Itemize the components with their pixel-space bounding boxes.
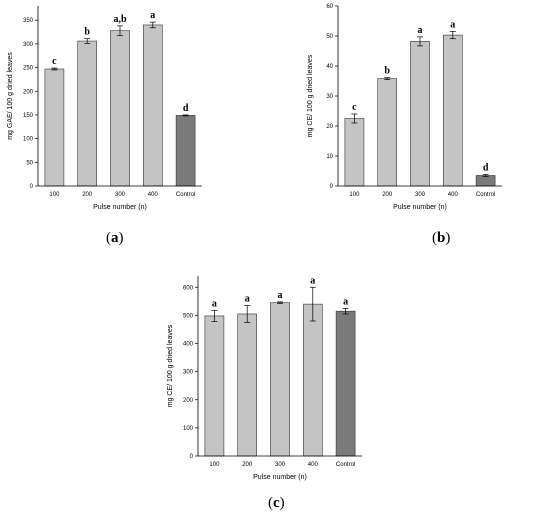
y-tick-label: 40	[326, 64, 333, 70]
caption-a: (a)	[106, 230, 124, 246]
chart-panel-c: a 100 a 200 a 300 a 400 a Control 0 100 200 300 400 500…	[160, 270, 400, 495]
caption-a-letter: a	[111, 230, 119, 246]
significance-label: b	[384, 66, 390, 77]
x-tick-label: 300	[415, 192, 426, 198]
significance-label: a	[212, 298, 217, 309]
chart-a-svg: c 100 b 200 a,b 300 a 400 d Control 0 50 100 150 200 25…	[7, 6, 202, 211]
y-tick-label: 400	[183, 342, 194, 348]
x-tick-label: Control	[336, 462, 355, 468]
x-axis-title: Pulse number (n)	[393, 204, 447, 211]
x-tick-label: Control	[176, 192, 195, 198]
bar-100	[344, 118, 365, 187]
caption-c: (c)	[268, 495, 285, 511]
y-tick-label: 0	[330, 184, 334, 190]
significance-label: a	[418, 25, 423, 36]
x-tick-label: 400	[308, 462, 319, 468]
bar-control	[175, 115, 196, 187]
significance-label: c	[52, 56, 57, 67]
x-axis-title: Pulse number (n)	[253, 474, 307, 481]
y-tick-label: 100	[183, 426, 194, 432]
y-axis-title: mg GAE/ 100 g dried leaves	[7, 52, 14, 140]
chart-panel-b: c 100 b 200 a 300 a 400 d Control 0 10 20 30 40 50 60 Pul…	[300, 0, 540, 225]
x-tick-label: 200	[82, 192, 93, 198]
significance-label: a	[343, 296, 348, 307]
y-tick-label: 50	[326, 34, 333, 40]
x-tick-label: 300	[115, 192, 126, 198]
x-tick-label: Control	[476, 192, 495, 198]
bar-100	[204, 315, 225, 457]
x-tick-label: 400	[148, 192, 159, 198]
y-tick-label: 60	[326, 4, 333, 10]
x-tick-label: 100	[349, 192, 360, 198]
bar-300	[110, 30, 130, 187]
y-tick-label: 300	[183, 370, 194, 376]
significance-label: a	[245, 294, 250, 305]
y-tick-label: 0	[190, 454, 194, 460]
x-tick-label: 300	[275, 462, 286, 468]
y-tick-label: 100	[23, 137, 34, 143]
significance-label: b	[84, 27, 90, 38]
significance-label: a	[310, 275, 315, 286]
x-tick-label: 100	[209, 462, 220, 468]
bar-400	[442, 34, 463, 187]
y-tick-label: 350	[23, 18, 34, 24]
bar-control	[475, 175, 496, 187]
bar-100	[44, 68, 65, 187]
chart-b-svg: c 100 b 200 a 300 a 400 d Control 0 10 20 30 40 50 60 Pul…	[307, 4, 502, 211]
x-tick-label: 200	[242, 462, 253, 468]
y-tick-label: 20	[326, 124, 333, 130]
significance-label: a,b	[113, 14, 127, 25]
chart-panel-a: c 100 b 200 a,b 300 a 400 d Control 0 50 100 150 200 25…	[0, 0, 240, 225]
y-tick-label: 30	[326, 94, 333, 100]
x-tick-label: 100	[49, 192, 60, 198]
significance-label: a	[450, 20, 455, 31]
bar-400	[302, 303, 323, 457]
bar-300	[270, 302, 290, 457]
bar-300	[410, 41, 430, 187]
caption-b: (b)	[432, 230, 451, 246]
y-axis-title: mg CE/ 100 g dried leaves	[167, 324, 174, 407]
x-axis-title: Pulse number (n)	[93, 204, 147, 211]
y-tick-label: 150	[23, 113, 34, 119]
y-tick-label: 300	[23, 42, 34, 48]
chart-c-svg: a 100 a 200 a 300 a 400 a Control 0 100 200 300 400 500…	[167, 275, 362, 481]
y-tick-label: 200	[183, 398, 194, 404]
bar-400	[142, 24, 163, 187]
y-tick-label: 0	[30, 184, 34, 190]
significance-label: d	[483, 163, 489, 174]
caption-c-letter: c	[273, 495, 280, 511]
y-tick-label: 50	[26, 160, 33, 166]
y-tick-label: 500	[183, 313, 194, 319]
bar-200	[377, 78, 398, 187]
significance-label: a	[150, 10, 155, 21]
y-tick-label: 200	[23, 89, 34, 95]
significance-label: a	[278, 290, 283, 301]
significance-label: c	[352, 102, 357, 113]
x-tick-label: 200	[382, 192, 393, 198]
x-tick-label: 400	[448, 192, 459, 198]
caption-b-letter: b	[437, 230, 446, 246]
y-tick-label: 250	[23, 66, 34, 72]
y-tick-label: 600	[183, 285, 194, 291]
y-axis-title: mg CE/ 100 g dried leaves	[307, 54, 314, 137]
bar-200	[77, 40, 98, 187]
y-tick-label: 10	[326, 154, 333, 160]
bar-control	[335, 310, 356, 457]
bar-200	[237, 313, 258, 457]
significance-label: d	[183, 103, 189, 114]
